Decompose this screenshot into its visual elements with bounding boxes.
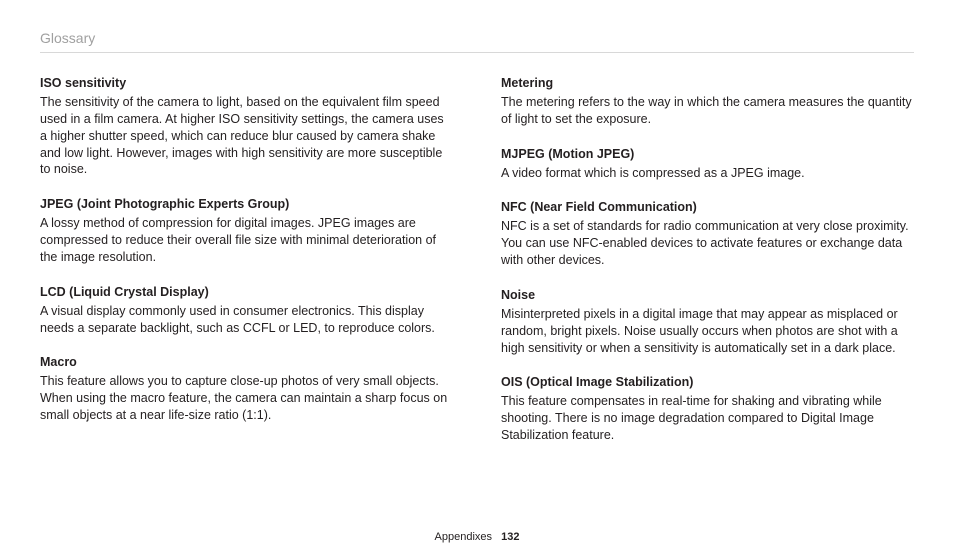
glossary-entry: Noise Misinterpreted pixels in a digital… <box>501 287 914 357</box>
page-number: 132 <box>501 531 519 543</box>
divider <box>40 52 914 53</box>
definition: A lossy method of compression for digita… <box>40 215 453 266</box>
right-column: Metering The metering refers to the way … <box>501 75 914 462</box>
term: MJPEG (Motion JPEG) <box>501 146 914 163</box>
term: Macro <box>40 354 453 371</box>
glossary-entry: OIS (Optical Image Stabilization) This f… <box>501 374 914 444</box>
definition: This feature allows you to capture close… <box>40 373 453 424</box>
glossary-page: Glossary ISO sensitivity The sensitivity… <box>0 0 954 557</box>
section-title: Glossary <box>40 30 914 46</box>
glossary-entry: JPEG (Joint Photographic Experts Group) … <box>40 196 453 266</box>
glossary-entry: NFC (Near Field Communication) NFC is a … <box>501 199 914 269</box>
glossary-entry: LCD (Liquid Crystal Display) A visual di… <box>40 284 453 337</box>
glossary-entry: MJPEG (Motion JPEG) A video format which… <box>501 146 914 182</box>
term: LCD (Liquid Crystal Display) <box>40 284 453 301</box>
definition: A video format which is compressed as a … <box>501 165 914 182</box>
definition: This feature compensates in real-time fo… <box>501 393 914 444</box>
definition: A visual display commonly used in consum… <box>40 303 453 337</box>
definition: The sensitivity of the camera to light, … <box>40 94 453 178</box>
footer-label: Appendixes <box>435 531 493 543</box>
definition: Misinterpreted pixels in a digital image… <box>501 306 914 357</box>
glossary-entry: Macro This feature allows you to capture… <box>40 354 453 424</box>
term: ISO sensitivity <box>40 75 453 92</box>
glossary-entry: Metering The metering refers to the way … <box>501 75 914 128</box>
term: OIS (Optical Image Stabilization) <box>501 374 914 391</box>
term: NFC (Near Field Communication) <box>501 199 914 216</box>
definition: NFC is a set of standards for radio comm… <box>501 218 914 269</box>
left-column: ISO sensitivity The sensitivity of the c… <box>40 75 453 462</box>
glossary-entry: ISO sensitivity The sensitivity of the c… <box>40 75 453 178</box>
term: JPEG (Joint Photographic Experts Group) <box>40 196 453 213</box>
term: Metering <box>501 75 914 92</box>
definition: The metering refers to the way in which … <box>501 94 914 128</box>
page-footer: Appendixes 132 <box>0 531 954 543</box>
columns: ISO sensitivity The sensitivity of the c… <box>40 75 914 462</box>
term: Noise <box>501 287 914 304</box>
